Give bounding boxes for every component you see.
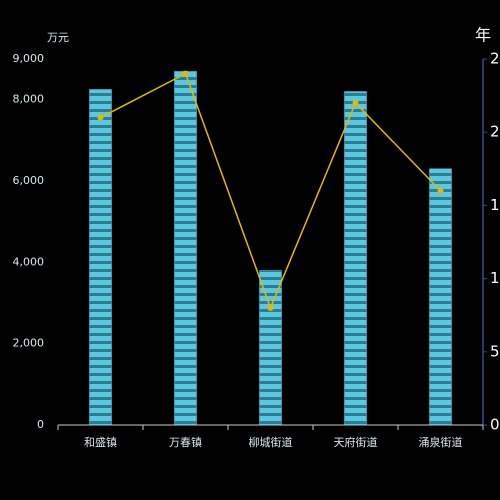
y-tick-label: 8,000 (13, 93, 45, 106)
bar (259, 270, 282, 426)
line-point (182, 70, 189, 77)
y2-tick-label: 0 (490, 416, 500, 434)
line-point (97, 114, 104, 121)
y2-tick-label: 15 (490, 196, 500, 214)
x-tick-label: 涌泉街道 (419, 435, 463, 449)
y2-tick-label: 25 (490, 50, 500, 68)
x-tick-label: 天府街道 (334, 435, 378, 449)
y-tick-label: 4,000 (13, 255, 45, 268)
y2-tick-label: 20 (490, 123, 500, 141)
y2-tick-label: 10 (490, 269, 500, 287)
line-point (437, 187, 444, 194)
line-point (267, 304, 274, 311)
x-tick-label: 和盛镇 (84, 435, 117, 449)
line-point (352, 99, 359, 106)
bar (174, 70, 197, 426)
x-tick-label: 万春镇 (169, 435, 202, 449)
x-tick-label: 柳城街道 (249, 435, 293, 449)
y-tick-label: 9,000 (13, 52, 45, 65)
y-tick-label: 2,000 (13, 337, 45, 350)
bar (344, 91, 367, 426)
y2-tick-label: 5 (490, 342, 500, 360)
bar (89, 89, 112, 426)
bar (429, 168, 452, 426)
y2-axis-label: 年 (475, 26, 491, 45)
y-tick-label: 0 (37, 418, 44, 431)
y-axis-label: 万元 (47, 31, 69, 44)
y-tick-label: 6,000 (13, 174, 45, 187)
